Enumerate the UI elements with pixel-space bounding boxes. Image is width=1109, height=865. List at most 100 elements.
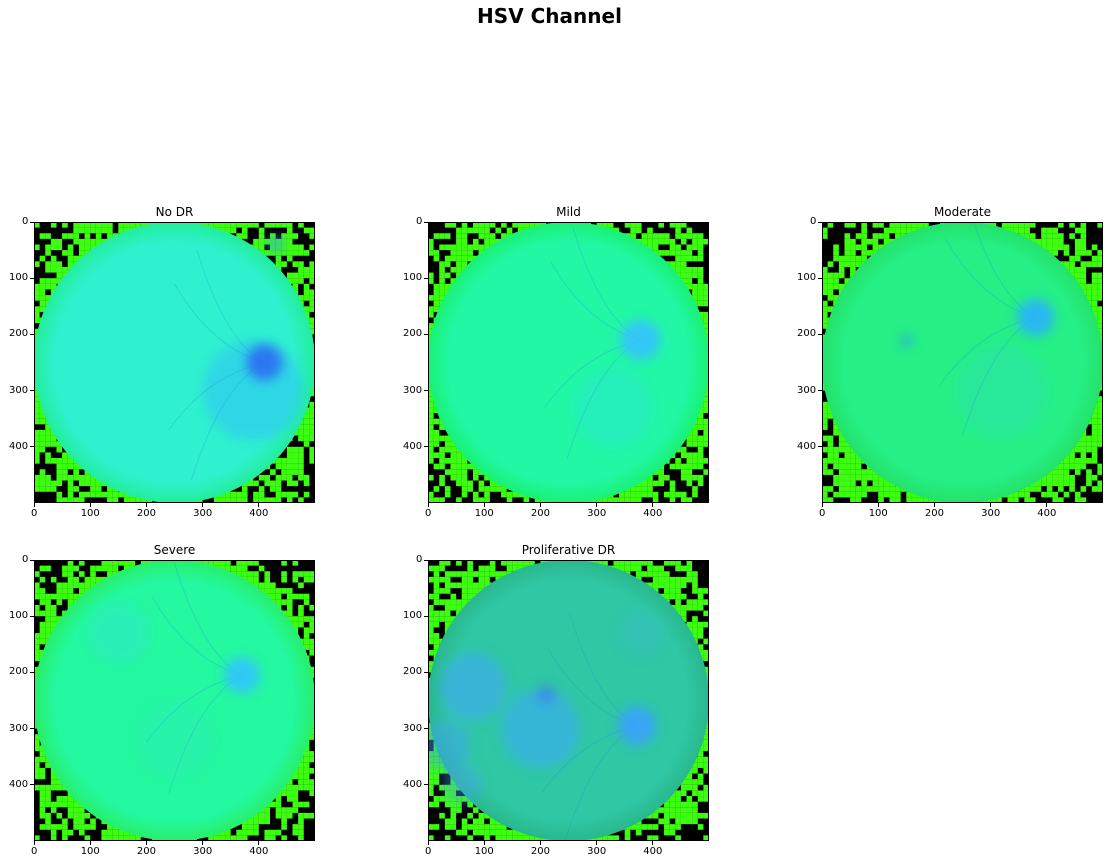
lesion-blob: [439, 652, 507, 721]
x-tick-mark: [89, 841, 91, 845]
panel-title: Severe: [153, 543, 196, 557]
y-tick-mark: [30, 671, 34, 673]
lesion-blob: [574, 368, 653, 447]
lesion-blob: [267, 236, 284, 253]
x-tick-label: 0: [31, 846, 38, 857]
x-tick-mark: [539, 503, 541, 507]
y-tick-label: 100: [403, 610, 423, 622]
x-tick-label: 300: [193, 846, 213, 857]
lesion-blob: [87, 602, 150, 664]
panel-moderate: Moderate 0 100 200 300 400 0 100 200 300 400: [797, 205, 1103, 519]
y-tick-mark: [30, 784, 34, 786]
panel-proliferative-dr: Proliferative DR 0 100 200 300 400 0 100 200 300…: [403, 543, 709, 857]
y-tick-mark: [818, 390, 822, 392]
x-tick-label: 200: [924, 508, 944, 519]
x-tick-label: 200: [136, 846, 156, 857]
y-tick-mark: [424, 615, 428, 617]
x-tick-mark: [596, 841, 598, 845]
x-tick-mark: [539, 841, 541, 845]
x-tick-label: 100: [80, 508, 100, 519]
x-tick-label: 300: [193, 508, 213, 519]
lesion-blob: [501, 689, 580, 768]
y-tick-label: 300: [797, 384, 817, 396]
x-tick-mark: [258, 503, 260, 507]
x-tick-mark: [145, 503, 147, 507]
fundus-disc: [822, 222, 1103, 503]
x-tick-label: 400: [249, 846, 269, 857]
x-tick-mark: [652, 841, 654, 845]
fundus-image: [34, 222, 315, 503]
lesion-regions: [428, 610, 665, 805]
y-tick-mark: [30, 615, 34, 617]
x-tick-label: 0: [425, 508, 432, 519]
y-tick-mark: [424, 559, 428, 561]
y-tick-label: 400: [797, 440, 817, 452]
x-tick-label: 0: [819, 508, 826, 519]
x-tick-label: 300: [587, 508, 607, 519]
y-tick-label: 0: [22, 554, 29, 565]
x-tick-label: 300: [981, 508, 1001, 519]
y-tick-mark: [818, 277, 822, 279]
y-tick-mark: [818, 446, 822, 448]
y-tick-mark: [818, 221, 822, 223]
x-tick-label: 100: [80, 846, 100, 857]
lesion-blob: [428, 720, 471, 771]
y-tick-label: 200: [403, 666, 423, 678]
x-tick-label: 400: [1037, 508, 1057, 519]
optic-disc: [1017, 298, 1055, 337]
y-tick-label: 0: [810, 216, 817, 227]
x-tick-mark: [258, 841, 260, 845]
optic-disc: [223, 657, 260, 694]
y-tick-mark: [30, 277, 34, 279]
x-tick-mark: [596, 503, 598, 507]
y-tick-label: 0: [22, 216, 29, 227]
y-tick-mark: [424, 446, 428, 448]
x-tick-mark: [877, 503, 879, 507]
x-tick-label: 200: [530, 508, 550, 519]
y-tick-mark: [818, 333, 822, 335]
x-tick-label: 200: [530, 846, 550, 857]
lesion-regions: [901, 336, 1047, 436]
y-tick-mark: [424, 671, 428, 673]
panel-title: Mild: [556, 205, 581, 219]
y-tick-label: 100: [403, 272, 423, 284]
y-tick-label: 300: [9, 384, 29, 396]
lesion-blob: [442, 765, 482, 805]
y-tick-label: 100: [9, 610, 29, 622]
x-tick-label: 200: [136, 508, 156, 519]
x-tick-label: 0: [31, 508, 38, 519]
y-tick-label: 200: [9, 666, 29, 678]
lesion-blob: [537, 685, 556, 704]
x-tick-label: 100: [868, 508, 888, 519]
lesion-regions: [87, 602, 214, 780]
y-tick-label: 200: [9, 328, 29, 340]
x-tick-mark: [89, 503, 91, 507]
x-tick-label: 400: [643, 508, 663, 519]
lesion-blob: [956, 345, 1047, 436]
y-tick-label: 300: [403, 722, 423, 734]
lesion-blob: [901, 336, 912, 347]
x-tick-mark: [652, 503, 654, 507]
x-tick-mark: [933, 503, 935, 507]
y-tick-label: 400: [9, 778, 29, 790]
x-tick-mark: [33, 841, 35, 845]
y-tick-mark: [424, 390, 428, 392]
x-tick-label: 100: [474, 508, 494, 519]
y-tick-label: 0: [416, 216, 423, 227]
y-tick-label: 400: [403, 440, 423, 452]
y-tick-mark: [30, 390, 34, 392]
y-tick-label: 200: [403, 328, 423, 340]
y-tick-mark: [424, 784, 428, 786]
x-tick-label: 400: [643, 846, 663, 857]
x-tick-mark: [483, 503, 485, 507]
fundus-image: [822, 222, 1103, 503]
optic-disc: [620, 319, 661, 361]
panel-title: No DR: [155, 205, 194, 219]
y-tick-label: 0: [416, 554, 423, 565]
panel-mild: Mild 0 100 200 300 400 0 100 200 300 400: [403, 205, 709, 519]
x-tick-mark: [821, 503, 823, 507]
x-tick-mark: [1046, 503, 1048, 507]
x-tick-mark: [427, 503, 429, 507]
y-tick-label: 400: [9, 440, 29, 452]
x-tick-label: 400: [249, 508, 269, 519]
